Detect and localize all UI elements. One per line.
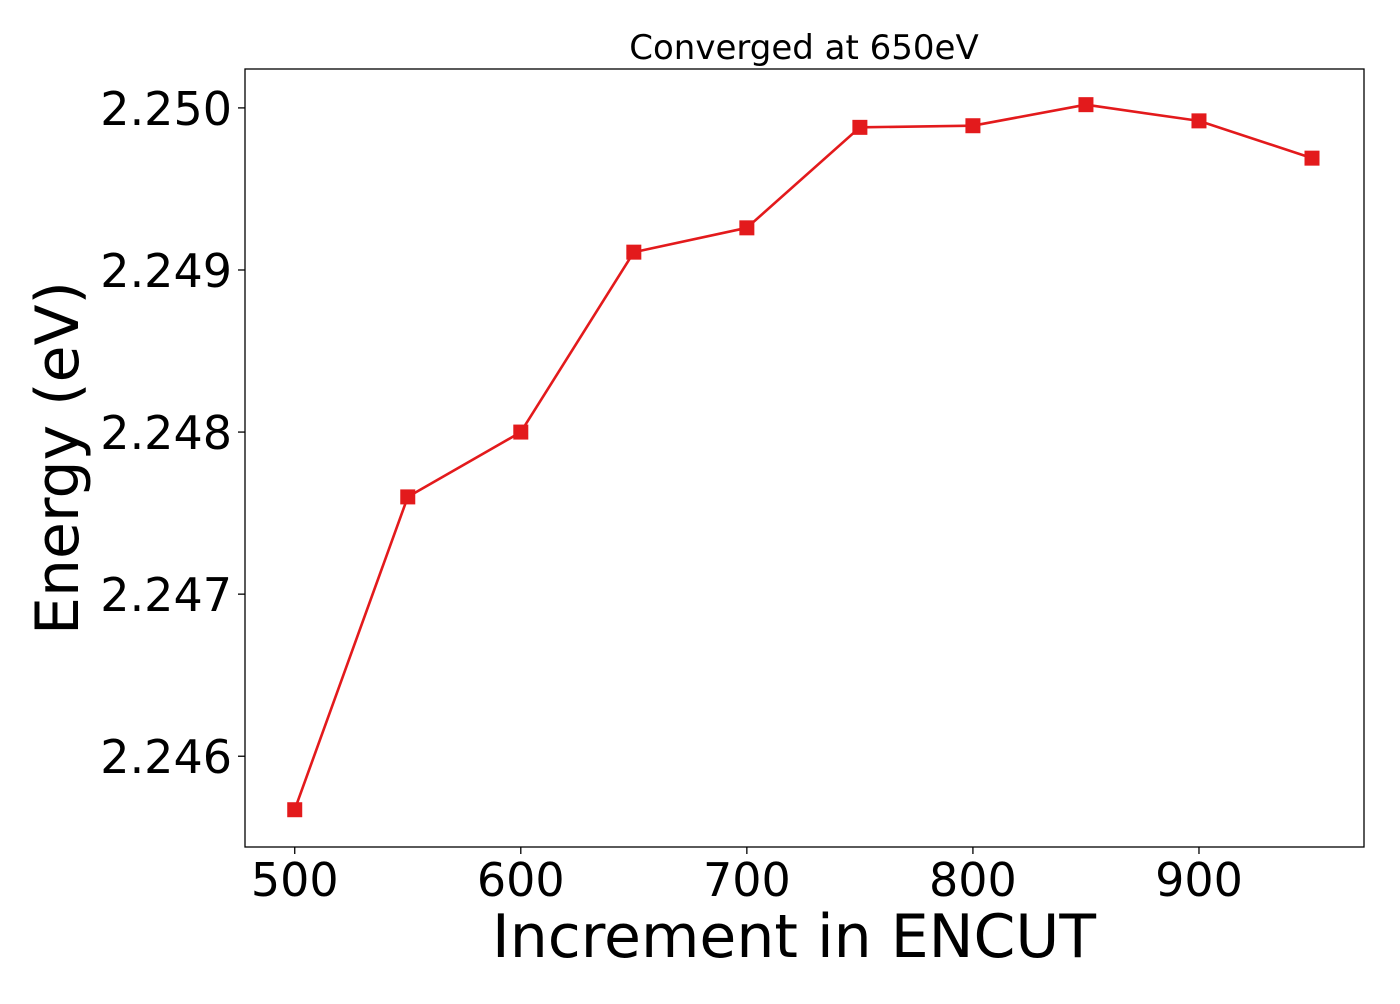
x-tick-label: 700 bbox=[703, 853, 791, 907]
data-point-marker bbox=[1304, 150, 1320, 166]
chart-title: Converged at 650eV bbox=[629, 28, 978, 68]
series-layer bbox=[287, 97, 1320, 818]
data-point-marker bbox=[513, 424, 529, 440]
y-tick-label: 2.246 bbox=[100, 730, 232, 784]
data-point-marker bbox=[965, 118, 981, 134]
data-point-marker bbox=[287, 802, 303, 818]
x-axis-ticks: 500 600 700 800 900 bbox=[251, 847, 1243, 907]
series-line bbox=[293, 103, 1313, 811]
data-point-marker bbox=[400, 489, 416, 505]
data-point-marker bbox=[739, 220, 755, 236]
x-tick-label: 600 bbox=[477, 853, 565, 907]
y-axis-ticks: 2.246 2.247 2.248 2.249 2.250 bbox=[100, 82, 245, 784]
data-point-marker bbox=[1078, 97, 1094, 113]
x-axis-label: Increment in ENCUT bbox=[492, 902, 1096, 972]
x-tick-label: 900 bbox=[1155, 853, 1243, 907]
x-tick-label: 800 bbox=[929, 853, 1017, 907]
data-point-marker bbox=[852, 119, 868, 135]
y-tick-label: 2.248 bbox=[100, 406, 232, 460]
x-tick-label: 500 bbox=[251, 853, 339, 907]
y-tick-label: 2.247 bbox=[100, 568, 232, 622]
plot-frame bbox=[244, 68, 1365, 848]
y-axis-label: Energy (eV) bbox=[23, 281, 93, 635]
data-point-marker bbox=[626, 244, 642, 260]
y-tick-label: 2.250 bbox=[100, 82, 232, 136]
data-point-marker bbox=[1191, 113, 1207, 129]
y-tick-label: 2.249 bbox=[100, 244, 232, 298]
